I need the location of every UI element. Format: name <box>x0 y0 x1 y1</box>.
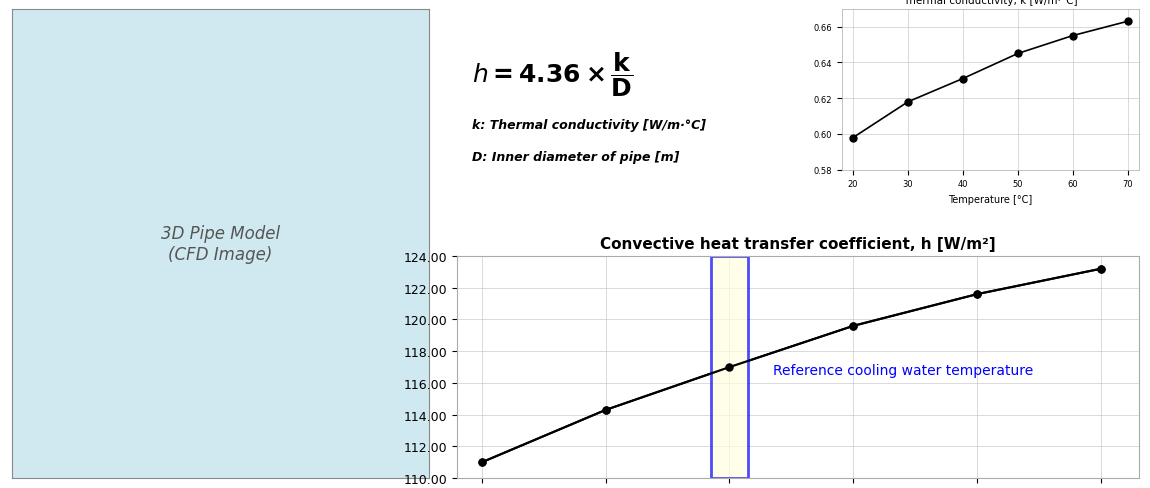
Text: 3D Pipe Model
(CFD Image): 3D Pipe Model (CFD Image) <box>161 224 279 264</box>
Title: Thermal conductivity, k [W/m·°C]: Thermal conductivity, k [W/m·°C] <box>903 0 1078 6</box>
Text: $\mathbf{\it{h}}$$\mathbf{ = 4.36 \times }$$\mathbf{\dfrac{k}{D}}$: $\mathbf{\it{h}}$$\mathbf{ = 4.36 \times… <box>472 50 634 99</box>
Text: D: Inner diameter of pipe [m]: D: Inner diameter of pipe [m] <box>472 151 678 164</box>
Text: Reference cooling water temperature: Reference cooling water temperature <box>773 364 1033 378</box>
Text: k: Thermal conductivity [W/m·°C]: k: Thermal conductivity [W/m·°C] <box>472 119 706 132</box>
Title: Convective heat transfer coefficient, h [W/m²]: Convective heat transfer coefficient, h … <box>600 236 996 251</box>
X-axis label: Temperature [°C]: Temperature [°C] <box>949 195 1033 204</box>
Bar <box>711 256 748 478</box>
